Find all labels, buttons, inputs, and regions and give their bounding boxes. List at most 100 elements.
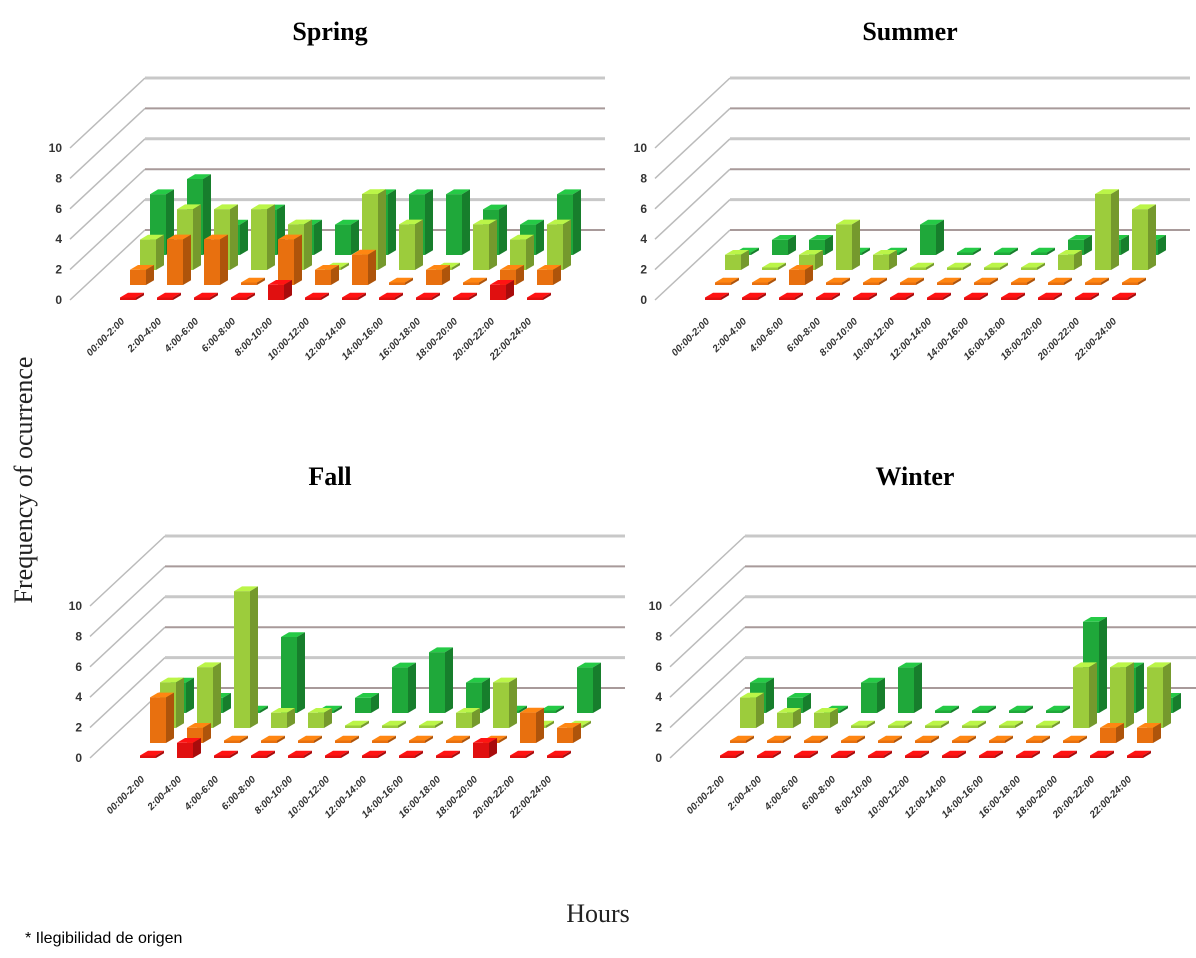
bar-side [1111,189,1119,270]
bar [937,282,953,285]
bar [231,297,247,300]
bar-side [805,265,813,285]
bar-top [809,235,833,240]
bar [204,239,220,285]
side-gridline [69,107,146,179]
bar [224,740,240,743]
bar [715,282,731,285]
bar-top [772,235,796,240]
bar-top [490,280,514,285]
chart-panel-fall: Fall 0 2 4 6 8 10 00:00-2:002:00-4:004:00-6:006… [69,462,625,821]
bar-top [177,204,201,210]
side-gridline [69,199,146,271]
bar-side [914,662,922,713]
bar-top [399,750,423,756]
bar [355,697,371,713]
bar-side [573,189,581,255]
chart-title: Summer [862,17,957,46]
bar-side [793,708,801,728]
chart-panel-summer: Summer 0 2 4 6 8 10 00:00-2:002:00-4:004:00-6:0… [634,17,1190,363]
bar [281,637,297,713]
bar [392,667,408,713]
bar-side [1143,750,1151,758]
bar-side [830,708,838,728]
bar-side [963,262,971,270]
bar-top [140,234,164,240]
bar-side [304,750,312,758]
bar-side [516,265,524,285]
bar [888,725,904,728]
bar [527,297,543,300]
side-gridline [654,77,731,149]
bar-side [1121,235,1129,255]
bar-side [469,292,477,300]
bar-side [862,247,870,255]
bar-side [1037,262,1045,270]
bar-side [425,189,433,255]
bar [335,224,351,255]
bar-top [453,292,477,298]
bar-top [177,738,201,743]
bar [271,712,287,728]
y-tick-label: 0 [55,293,62,307]
bar [278,239,294,285]
bar [757,755,773,758]
bar-top [342,292,366,298]
bar-top [910,262,934,268]
bar-side [1032,750,1040,758]
bar-top [715,277,739,283]
bar-side [526,750,534,758]
bar-top [409,189,433,195]
side-gridline [669,687,746,759]
bar [972,710,988,713]
bar-side [553,265,561,285]
bar-side [499,204,507,255]
side-gridline [669,626,746,698]
bar-top [957,247,981,253]
bar-side [519,705,527,713]
bar-top [989,735,1013,741]
bar [957,252,973,255]
bar [510,755,526,758]
bar-top [251,750,275,756]
bar-side [240,735,248,743]
bar-top [804,735,828,741]
bar-side [756,692,764,728]
bar-top [994,247,1018,253]
x-tick-label: 4:00-6:00 [762,774,801,813]
x-tick-label: 6:00-8:00 [220,774,259,813]
bar [197,667,213,728]
bar-side [321,292,329,300]
x-tick-label: 2:00-4:00 [710,316,749,355]
bar-side [1136,662,1144,713]
bar-side [314,735,322,743]
bar-side [213,662,221,728]
bar-side [825,235,833,255]
bar-side [889,250,897,270]
bar-side [509,677,517,728]
bar-side [556,705,564,713]
bar-top [187,174,211,179]
bar-top [1090,750,1114,756]
bar-side [210,292,218,300]
bar-side [746,735,754,743]
bar-side [230,204,238,270]
bar-side [536,707,544,743]
x-tick-label: 2:00-4:00 [725,774,764,813]
bar-side [766,677,774,713]
bar [305,297,321,300]
bar-side [472,708,480,728]
bar-top [720,750,744,756]
bar-side [1054,292,1062,300]
y-axis-label: Frequency of ocurrence [9,357,38,604]
bar-top [972,705,996,711]
bar-side [904,720,912,728]
bar-top [927,292,951,298]
bar [456,712,472,728]
bar [794,755,810,758]
bar-side [489,219,497,270]
bar [473,742,489,758]
bar [863,282,879,285]
bar-top [964,292,988,298]
bar-top [841,735,865,741]
